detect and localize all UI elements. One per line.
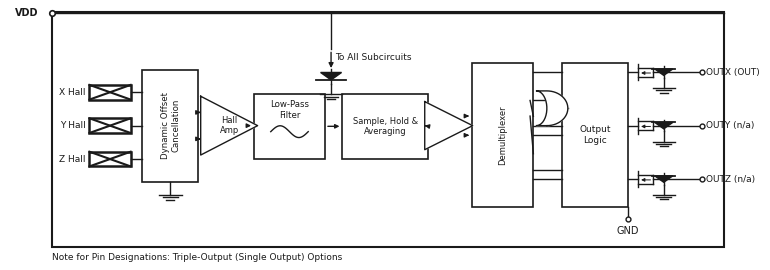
Text: Y Hall: Y Hall: [60, 121, 85, 130]
Polygon shape: [654, 69, 673, 75]
Polygon shape: [654, 176, 673, 182]
Text: GND: GND: [617, 226, 639, 236]
Polygon shape: [537, 91, 567, 126]
Text: OUTY (n/a): OUTY (n/a): [706, 121, 754, 130]
Polygon shape: [201, 96, 258, 155]
Bar: [89, 85, 131, 100]
Text: VDD: VDD: [15, 8, 38, 18]
Bar: [343, 94, 428, 159]
Bar: [562, 63, 628, 207]
Bar: [89, 118, 131, 133]
Text: Z Hall: Z Hall: [59, 154, 85, 164]
Bar: [52, 12, 725, 247]
Bar: [142, 70, 199, 182]
Text: Sample, Hold &
Averaging: Sample, Hold & Averaging: [353, 117, 418, 136]
Text: To All Subcircuits: To All Subcircuits: [335, 53, 411, 62]
Polygon shape: [320, 72, 342, 80]
Bar: [254, 94, 325, 159]
Bar: [472, 63, 534, 207]
Text: X Hall: X Hall: [59, 88, 85, 97]
Bar: [427, 123, 434, 128]
Text: Low-Pass
Filter: Low-Pass Filter: [270, 100, 309, 120]
Text: OUTX (OUT): OUTX (OUT): [706, 68, 759, 77]
Text: OUTZ (n/a): OUTZ (n/a): [706, 175, 755, 184]
Text: Output
Logic: Output Logic: [579, 125, 611, 145]
Polygon shape: [654, 122, 673, 129]
Bar: [89, 152, 131, 166]
Polygon shape: [425, 102, 473, 150]
Text: Note for Pin Designations: Triple-Output (Single Output) Options: Note for Pin Designations: Triple-Output…: [52, 254, 343, 262]
Text: Hall
Amp: Hall Amp: [219, 116, 239, 135]
Text: Demultiplexer: Demultiplexer: [498, 105, 507, 165]
Text: Dynamic Offset
Cancellation: Dynamic Offset Cancellation: [161, 92, 180, 159]
